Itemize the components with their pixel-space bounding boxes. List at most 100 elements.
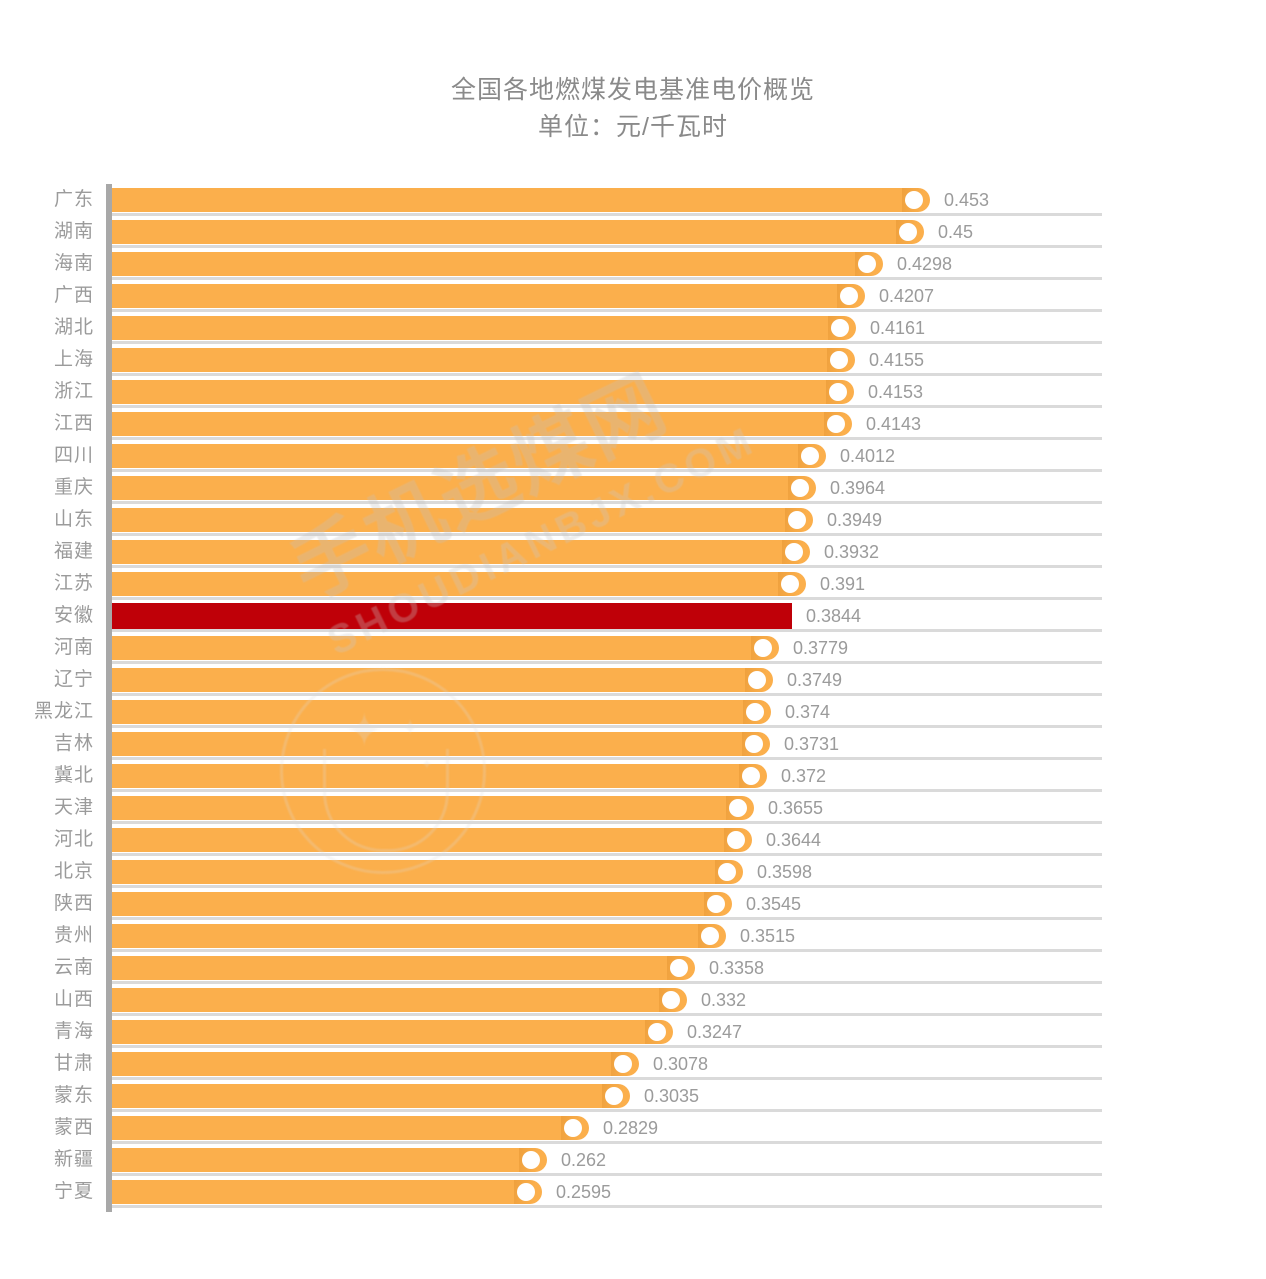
category-label-辽宁: 辽宁 bbox=[53, 669, 94, 690]
bar-冀北[interactable] bbox=[112, 764, 767, 788]
value-label-黑龙江: 0.374 bbox=[785, 702, 831, 722]
bar-河北[interactable] bbox=[112, 828, 752, 852]
bar-甘肃[interactable] bbox=[112, 1052, 639, 1076]
chart-title-block: 全国各地燃煤发电基准电价概览 单位：元/千瓦时 bbox=[0, 72, 1266, 146]
bar-安徽[interactable] bbox=[112, 603, 792, 629]
value-label-山东: 0.3949 bbox=[827, 510, 883, 530]
bar-marker-knob bbox=[899, 223, 917, 241]
bar-江西[interactable] bbox=[112, 412, 852, 436]
chart-row: 湖北 0.4161 bbox=[0, 312, 1266, 344]
value-label-宁夏: 0.2595 bbox=[556, 1182, 612, 1202]
bar-贵州[interactable] bbox=[112, 924, 726, 948]
bar-广西[interactable] bbox=[112, 284, 865, 308]
bar-陕西[interactable] bbox=[112, 892, 732, 916]
value-label-浙江: 0.4153 bbox=[868, 382, 924, 402]
value-label-湖北: 0.4161 bbox=[870, 318, 926, 338]
page-subtitle: 单位：元/千瓦时 bbox=[538, 113, 728, 141]
category-label-宁夏: 宁夏 bbox=[53, 1181, 94, 1202]
bar-海南[interactable] bbox=[112, 252, 883, 276]
gridline bbox=[112, 1077, 1102, 1080]
chart-row: 黑龙江 0.374 bbox=[0, 696, 1266, 728]
gridline bbox=[112, 853, 1102, 856]
bar-湖北[interactable] bbox=[112, 316, 856, 340]
chart-row: 冀北 0.372 bbox=[0, 760, 1266, 792]
category-label-广东: 广东 bbox=[53, 189, 94, 210]
bar-四川[interactable] bbox=[112, 444, 826, 468]
bar-山西[interactable] bbox=[112, 988, 687, 1012]
value-label-吉林: 0.3731 bbox=[784, 734, 840, 754]
category-label-甘肃: 甘肃 bbox=[53, 1053, 94, 1074]
bar-浙江[interactable] bbox=[112, 380, 854, 404]
chart-row: 重庆 0.3964 bbox=[0, 472, 1266, 504]
chart-row: 宁夏 0.2595 bbox=[0, 1176, 1266, 1208]
bar-重庆[interactable] bbox=[112, 476, 816, 500]
chart-row: 四川 0.4012 bbox=[0, 440, 1266, 472]
bar-marker-knob bbox=[785, 543, 803, 561]
value-label-新疆: 0.262 bbox=[561, 1150, 607, 1170]
bar-河南[interactable] bbox=[112, 636, 779, 660]
bar-marker-knob bbox=[830, 351, 848, 369]
bar-吉林[interactable] bbox=[112, 732, 770, 756]
bar-marker-knob bbox=[858, 255, 876, 273]
category-label-云南: 云南 bbox=[53, 957, 94, 978]
value-label-冀北: 0.372 bbox=[781, 766, 827, 786]
bar-marker-knob bbox=[754, 639, 772, 657]
bar-上海[interactable] bbox=[112, 348, 855, 372]
bar-蒙东[interactable] bbox=[112, 1084, 630, 1108]
gridline bbox=[112, 1173, 1102, 1176]
gridline bbox=[112, 565, 1102, 568]
value-label-天津: 0.3655 bbox=[768, 798, 824, 818]
bar-北京[interactable] bbox=[112, 860, 743, 884]
gridline bbox=[112, 949, 1102, 952]
category-label-四川: 四川 bbox=[53, 445, 94, 466]
chart-row: 广东 0.453 bbox=[0, 184, 1266, 216]
bar-黑龙江[interactable] bbox=[112, 700, 771, 724]
gridline bbox=[112, 437, 1102, 440]
bar-marker-knob bbox=[831, 319, 849, 337]
bar-marker-knob bbox=[905, 191, 923, 209]
category-label-山西: 山西 bbox=[53, 989, 94, 1010]
bar-marker-knob bbox=[648, 1023, 666, 1041]
gridline bbox=[112, 1205, 1102, 1208]
chart-row: 山西 0.332 bbox=[0, 984, 1266, 1016]
gridline bbox=[112, 1109, 1102, 1112]
value-label-河北: 0.3644 bbox=[766, 830, 822, 850]
gridline bbox=[112, 533, 1102, 536]
bar-辽宁[interactable] bbox=[112, 668, 773, 692]
category-label-湖北: 湖北 bbox=[53, 317, 94, 338]
gridline bbox=[112, 885, 1102, 888]
category-label-贵州: 贵州 bbox=[53, 925, 94, 946]
gridline bbox=[112, 1013, 1102, 1016]
value-label-广东: 0.453 bbox=[944, 190, 990, 210]
bar-marker-knob bbox=[781, 575, 799, 593]
bar-广东[interactable] bbox=[112, 188, 930, 212]
bar-福建[interactable] bbox=[112, 540, 810, 564]
bar-江苏[interactable] bbox=[112, 572, 806, 596]
bar-marker-knob bbox=[517, 1183, 535, 1201]
value-label-重庆: 0.3964 bbox=[830, 478, 886, 498]
bar-chart-plot-area: 广东 0.453 湖南 0.45 海南 0.4298 广西 0.4207 湖北 0.4161 上海 0… bbox=[0, 184, 1266, 1224]
value-label-上海: 0.4155 bbox=[869, 350, 925, 370]
value-label-甘肃: 0.3078 bbox=[653, 1054, 709, 1074]
bar-marker-knob bbox=[742, 767, 760, 785]
category-label-江苏: 江苏 bbox=[53, 573, 94, 594]
chart-row: 湖南 0.45 bbox=[0, 216, 1266, 248]
bar-云南[interactable] bbox=[112, 956, 695, 980]
bar-宁夏[interactable] bbox=[112, 1180, 542, 1204]
value-label-江苏: 0.391 bbox=[820, 574, 866, 594]
gridline bbox=[112, 789, 1102, 792]
bar-湖南[interactable] bbox=[112, 220, 924, 244]
gridline bbox=[112, 597, 1102, 600]
gridline bbox=[112, 1045, 1102, 1048]
bar-山东[interactable] bbox=[112, 508, 813, 532]
bar-marker-knob bbox=[727, 831, 745, 849]
bar-marker-knob bbox=[840, 287, 858, 305]
value-label-贵州: 0.3515 bbox=[740, 926, 796, 946]
gridline bbox=[112, 405, 1102, 408]
bar-蒙西[interactable] bbox=[112, 1116, 589, 1140]
bar-新疆[interactable] bbox=[112, 1148, 547, 1172]
chart-row: 陕西 0.3545 bbox=[0, 888, 1266, 920]
bar-青海[interactable] bbox=[112, 1020, 673, 1044]
bar-marker-knob bbox=[662, 991, 680, 1009]
bar-天津[interactable] bbox=[112, 796, 754, 820]
